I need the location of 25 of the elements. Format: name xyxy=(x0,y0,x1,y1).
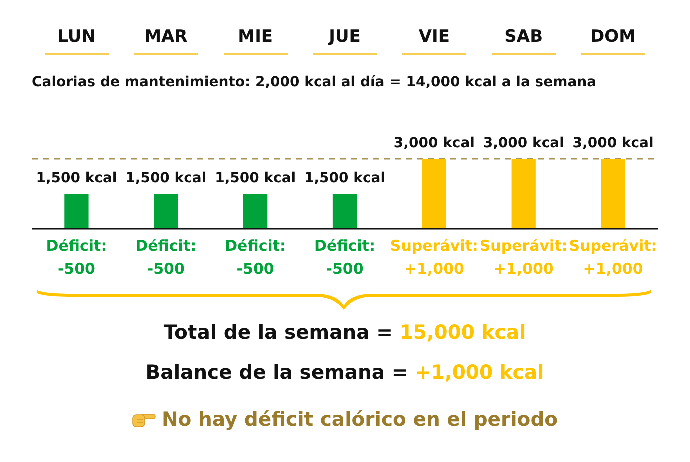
data-label: 3,000 kcal xyxy=(572,136,654,152)
text: Déficit: -500 xyxy=(225,236,286,278)
x-tick-label: MAR xyxy=(144,27,188,48)
data-label: 1,500 kcal xyxy=(126,170,207,187)
x-tick-label: JUE xyxy=(328,27,361,48)
text: Déficit: -500 xyxy=(314,236,376,278)
text: Superávit: +1,000 xyxy=(480,236,568,278)
data-label: 3,000 kcal xyxy=(394,136,475,152)
text: Total de la semana = 15,000 kcal xyxy=(164,321,526,344)
x-tick-label: MIE xyxy=(238,27,273,48)
chart-title: Calorias de mantenimiento: 2,000 kcal al día = 14,000 kcal a la semana xyxy=(32,74,597,91)
text: Déficit: -500 xyxy=(46,236,108,278)
data-label: 1,500 kcal xyxy=(304,170,386,187)
x-tick-label: SAB xyxy=(504,27,544,48)
text: Superávit: +1,000 xyxy=(390,236,478,278)
data-label: 1,500 kcal xyxy=(36,170,118,187)
x-tick-label: VIE xyxy=(418,27,450,48)
text: Déficit: -500 xyxy=(136,236,197,278)
x-tick-label: LUN xyxy=(58,27,96,48)
x-tick-label: DOM xyxy=(590,27,636,48)
data-label: 3,000 kcal xyxy=(483,136,564,152)
data-label: 1,500 kcal xyxy=(215,170,296,187)
text: Superávit: +1,000 xyxy=(569,236,658,278)
text: Balance de la semana = +1,000 kcal xyxy=(146,361,544,384)
text: No hay déficit calórico en el periodo xyxy=(162,408,558,431)
